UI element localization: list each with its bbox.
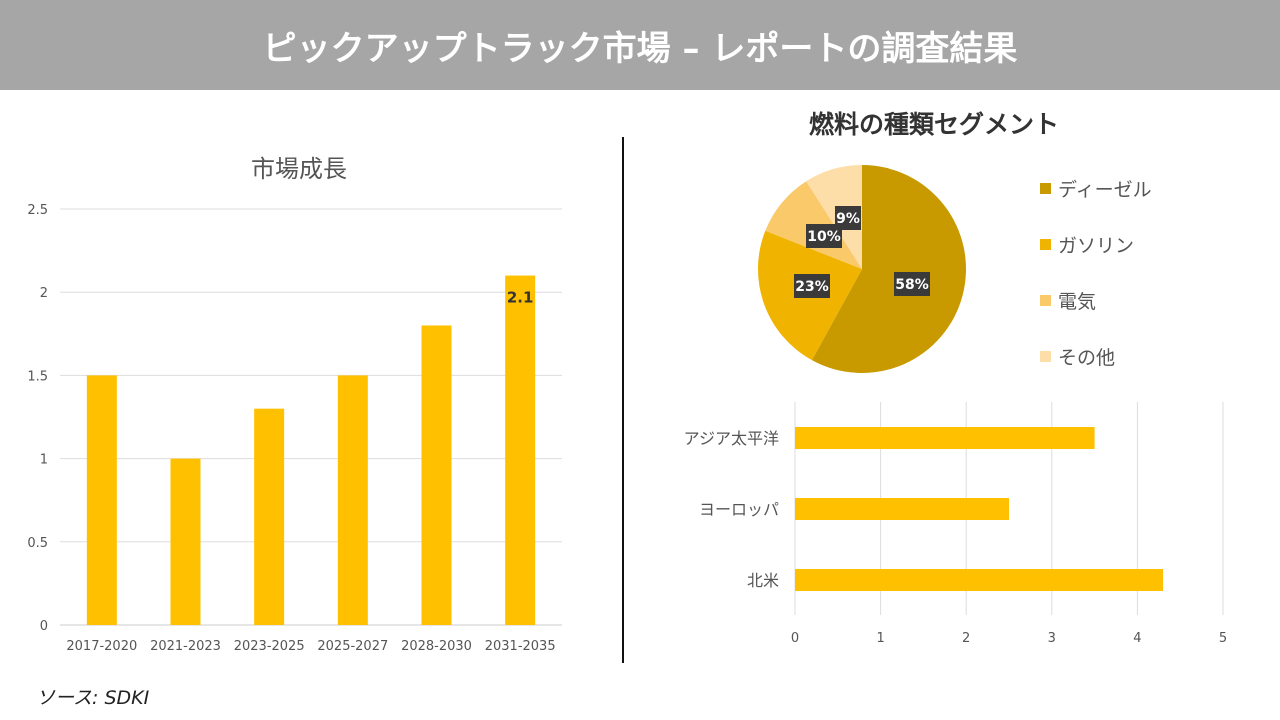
bar-chart-title: 市場成長 [251,155,347,183]
x-tick-label: 2021-2023 [150,639,221,654]
legend-swatch [1040,295,1051,306]
legend-swatch [1040,183,1051,194]
bar [795,427,1095,449]
bar [170,458,201,625]
bar [505,275,536,625]
bar [421,325,452,625]
data-label: 58% [895,277,929,293]
x-tick-label: 2017-2020 [66,639,137,654]
divider [622,137,624,663]
y-tick-label: アジア太平洋 [684,429,779,448]
bar [337,375,368,625]
x-tick-label: 3 [1048,631,1056,646]
data-label-box [794,274,830,298]
data-label-box [894,272,930,296]
page-title: ピックアップトラック市場 – レポートの調査結果 [0,0,1280,90]
pie-chart-title: 燃料の種類セグメント [809,110,1059,139]
data-label: 23% [795,279,829,295]
data-label: 10% [807,229,841,245]
x-tick-label: 2025-2027 [317,639,388,654]
y-tick-label: 2.5 [27,203,48,218]
y-tick-label: 北米 [747,571,779,590]
x-tick-label: 1 [876,631,884,646]
y-tick-label: 2 [40,286,48,301]
pie-slice [806,165,862,269]
legend-label: ガソリン [1058,235,1134,257]
legend-label: ディーゼル [1058,179,1152,201]
x-tick-label: 5 [1219,631,1227,646]
bar [795,569,1164,591]
bar [254,408,285,625]
x-tick-label: 4 [1133,631,1141,646]
x-tick-label: 2023-2025 [234,639,305,654]
y-tick-label: ヨーロッパ [699,500,779,519]
source-note: ソース: SDKI [36,687,150,709]
legend-label: 電気 [1058,291,1096,313]
legend-label: その他 [1058,347,1115,369]
pie-slice [811,165,966,374]
y-tick-label: 1.5 [27,369,48,384]
bar [86,375,117,625]
x-tick-label: 0 [791,631,799,646]
bar [795,498,1009,520]
y-tick-label: 1 [40,453,48,468]
data-label: 9% [836,211,860,227]
legend-swatch [1040,351,1051,362]
x-tick-label: 2028-2030 [401,639,472,654]
y-tick-label: 0.5 [27,536,48,551]
legend-swatch [1040,239,1051,250]
x-tick-label: 2031-2035 [485,639,556,654]
y-tick-label: 0 [40,619,48,634]
data-label: 2.1 [507,289,534,307]
x-tick-label: 2 [962,631,970,646]
data-label-box [835,206,861,230]
